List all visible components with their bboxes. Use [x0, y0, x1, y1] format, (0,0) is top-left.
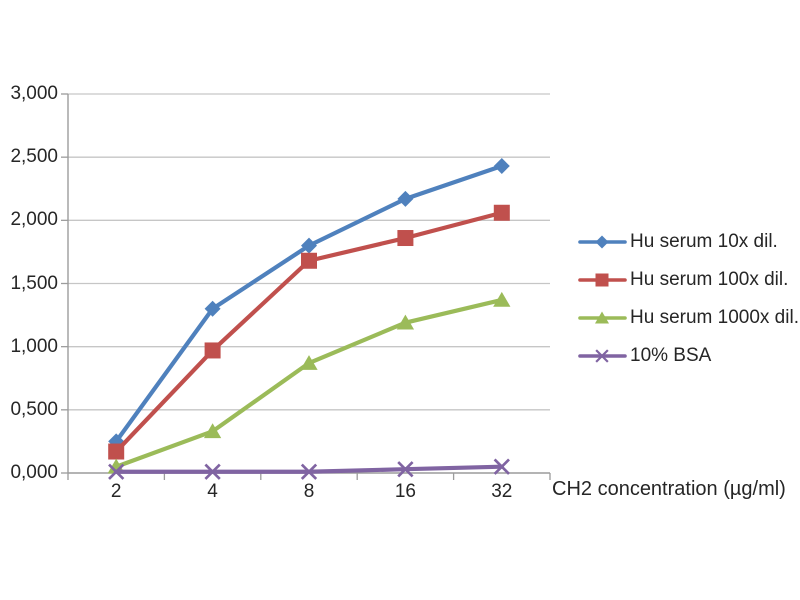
legend-label: Hu serum 10x dil.	[630, 230, 778, 252]
y-tick-label: 1,500	[10, 272, 58, 294]
legend-item: Hu serum 10x dil.	[578, 230, 799, 253]
y-tick-label: 2,500	[10, 146, 58, 168]
legend-marker-x-icon	[578, 348, 627, 363]
legend: Hu serum 10x dil. Hu serum 100x dil. Hu …	[578, 230, 799, 367]
legend-item: Hu serum 100x dil.	[578, 268, 799, 291]
y-tick-label: 3,000	[10, 83, 58, 104]
legend-label: 10% BSA	[630, 344, 712, 366]
x-tick-label: 16	[394, 481, 416, 502]
y-tick-label: 0,000	[10, 462, 58, 483]
legend-item: Hu serum 1000x dil.	[578, 306, 799, 329]
legend-marker-triangle-icon	[578, 311, 627, 324]
legend-marker-diamond-icon	[578, 235, 627, 248]
y-tick-label: 0,500	[10, 398, 58, 420]
legend-marker-square-icon	[578, 273, 627, 286]
x-tick-label: 32	[491, 481, 513, 502]
legend-label: Hu serum 1000x dil.	[630, 306, 799, 328]
x-tick-label: 2	[110, 481, 122, 502]
y-tick-label: 1,000	[10, 335, 58, 357]
x-tick-label: 4	[207, 481, 218, 502]
y-tick-label: 2,000	[10, 209, 58, 231]
legend-item: 10% BSA	[578, 344, 799, 367]
legend-label: Hu serum 100x dil.	[630, 268, 789, 290]
x-axis-title: CH2 concentration (µg/ml)	[552, 478, 786, 500]
x-tick-label: 8	[303, 481, 315, 502]
